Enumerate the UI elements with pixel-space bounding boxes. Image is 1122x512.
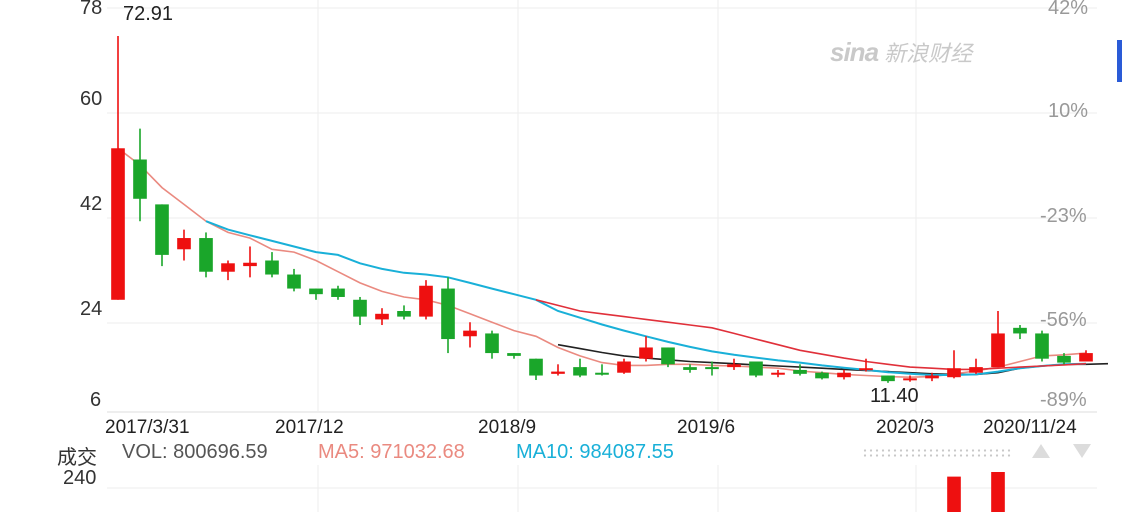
candle-body: [1079, 353, 1093, 362]
candle-body: [419, 285, 433, 317]
sina-watermark: sina 新浪财经: [830, 36, 972, 68]
candle-body: [573, 367, 587, 376]
y-tick-right-42pct: 42%: [1048, 0, 1089, 19]
candle-body: [441, 288, 455, 340]
candle-body: [221, 263, 235, 272]
y-tick-left-24: 24: [80, 298, 103, 320]
volume-bar: [947, 476, 961, 512]
candle-body: [265, 260, 279, 275]
y-tick-right-10pct: 10%: [1048, 100, 1089, 122]
candle-body: [1035, 333, 1049, 359]
y-tick-left-78: 78: [80, 0, 103, 19]
candle-body: [793, 369, 807, 374]
high-price-label: 72.91: [123, 3, 174, 25]
y-tick-right-minus89pct: -89%: [1040, 389, 1087, 411]
candle-body: [1013, 327, 1027, 334]
candle-body: [507, 353, 521, 356]
candle-body: [243, 262, 257, 267]
triangle-down-icon[interactable]: [1073, 444, 1091, 458]
candle-body: [397, 311, 411, 317]
scroll-tab[interactable]: [1117, 40, 1122, 82]
candle-body: [309, 288, 323, 295]
candle-body: [331, 288, 345, 297]
x-label-2019-6: 2019/6: [677, 417, 736, 438]
candle-body: [595, 372, 609, 375]
candle-body: [529, 358, 543, 376]
sina-logo: sina: [830, 37, 879, 67]
candle-body: [639, 347, 653, 359]
candle-body: [683, 367, 697, 370]
volume-title: 成交: [57, 447, 97, 469]
candle-body: [837, 372, 851, 378]
vol-value: VOL: 800696.59: [122, 441, 268, 463]
candle-body: [771, 372, 785, 375]
candle-body: [661, 347, 675, 365]
candle-body: [463, 330, 477, 337]
candle-body: [199, 238, 213, 272]
candle-body: [111, 148, 125, 300]
candle-body: [859, 368, 873, 371]
y-tick-left-6: 6: [90, 389, 102, 411]
y-tick-right-minus56pct: -56%: [1040, 309, 1087, 331]
ma-line-4: [535, 299, 1087, 371]
x-label-2020-3: 2020/3: [876, 417, 935, 438]
candle-body: [177, 238, 191, 250]
volume-bar: [991, 472, 1005, 512]
x-label-2018-9: 2018/9: [478, 417, 537, 438]
candle-body: [881, 375, 895, 382]
candle-body: [617, 361, 631, 373]
range-slider-track[interactable]: [862, 448, 1012, 458]
candle-body: [485, 333, 499, 354]
volume-y-tick: 240: [63, 467, 97, 489]
ma-line-1: [117, 147, 1087, 379]
candle-body: [969, 367, 983, 373]
ma10-value: MA10: 984087.55: [516, 441, 674, 463]
candle-body: [353, 299, 367, 317]
y-tick-right-minus23pct: -23%: [1040, 205, 1087, 227]
low-price-label: 11.40: [870, 385, 919, 407]
candle-body: [705, 367, 719, 370]
triangle-up-icon[interactable]: [1032, 444, 1050, 458]
candle-body: [727, 364, 741, 368]
candle-body: [155, 204, 169, 255]
candle-body: [287, 274, 301, 289]
sina-watermark-text: 新浪财经: [884, 41, 973, 66]
x-label-2017-12: 2017/12: [275, 417, 344, 438]
y-tick-left-60: 60: [80, 88, 103, 110]
candle-body: [1057, 355, 1071, 363]
y-tick-left-42: 42: [80, 193, 103, 215]
x-label-2017-3-31: 2017/3/31: [105, 417, 190, 438]
candle-body: [815, 372, 829, 379]
x-label-2020-11-24: 2020/11/24: [983, 417, 1077, 438]
candle-body: [925, 375, 939, 379]
candle-body: [133, 159, 147, 199]
candle-body: [903, 378, 917, 381]
candle-body: [375, 313, 389, 320]
candle-body: [991, 333, 1005, 368]
candle-body: [947, 368, 961, 378]
candle-body: [551, 371, 565, 374]
candle-body: [749, 361, 763, 376]
ma5-value: MA5: 971032.68: [318, 441, 465, 463]
